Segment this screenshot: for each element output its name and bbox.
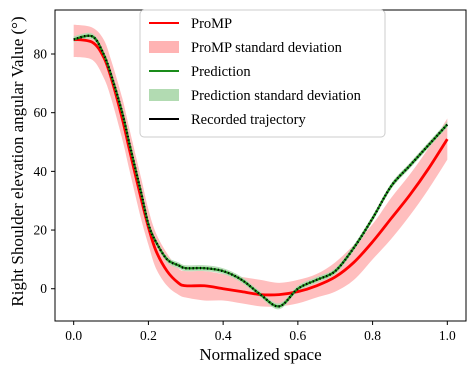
legend-label: Prediction [191, 64, 251, 80]
x-tick-label: 0.6 [289, 328, 306, 343]
y-tick-label: 0 [40, 281, 47, 296]
x-axis-label: Normalized space [199, 345, 321, 364]
x-axis: 0.0 0.2 0.4 0.6 0.8 1.0 [65, 321, 456, 343]
x-tick-label: 0.0 [65, 328, 82, 343]
promp-line [73, 37, 449, 297]
series-lines [73, 34, 449, 308]
legend-box [139, 9, 386, 138]
legend-label: Prediction standard deviation [191, 88, 362, 104]
legend-label: ProMP standard deviation [191, 40, 343, 56]
x-tick-label: 1.0 [439, 328, 456, 343]
y-tick-label: 60 [34, 105, 48, 120]
y-tick-label: 40 [34, 164, 48, 179]
y-axis-label: Right Shoulder elevation angular Value (… [8, 16, 27, 306]
y-tick-label: 20 [34, 223, 48, 238]
legend-swatch [149, 41, 179, 53]
legend-label: ProMP [191, 16, 232, 32]
x-tick-label: 0.8 [364, 328, 381, 343]
x-tick-label: 0.2 [140, 328, 157, 343]
legend: ProMP ProMP standard deviation Prediction P… [139, 9, 386, 138]
y-axis: 0 20 40 60 80 [34, 47, 55, 296]
legend-swatch [149, 89, 179, 101]
legend-label: Recorded trajectory [191, 112, 306, 128]
recorded-trajectory-line [73, 34, 449, 308]
x-tick-label: 0.4 [215, 328, 232, 343]
y-tick-label: 80 [34, 47, 48, 62]
